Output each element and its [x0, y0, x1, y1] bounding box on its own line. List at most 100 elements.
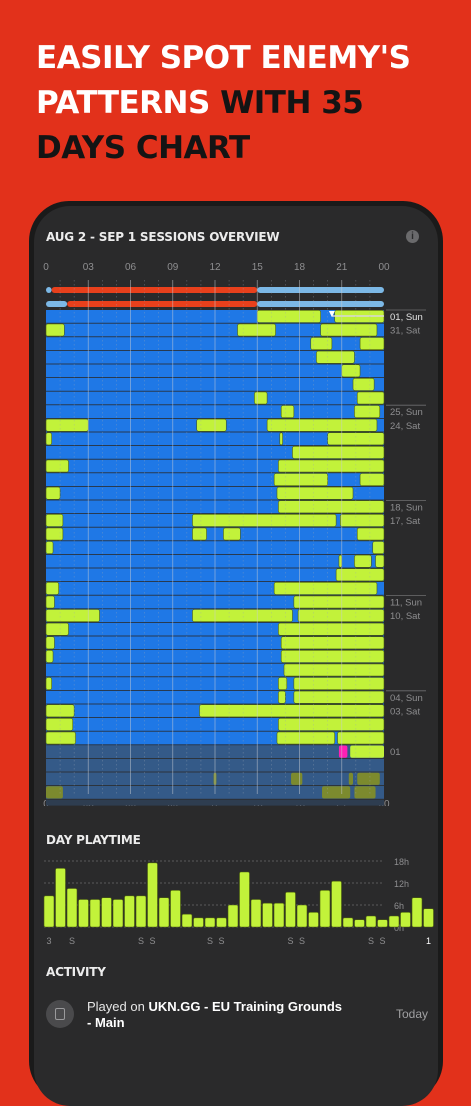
activity-suffix: - Main — [87, 1015, 125, 1030]
activity-item[interactable]: Played on UKN.GG - EU Training Grounds - … — [87, 999, 357, 1031]
playtime-bar — [308, 912, 319, 928]
current-time-marker — [328, 311, 335, 317]
session-bar — [45, 731, 76, 745]
session-bar — [254, 391, 268, 405]
playtime-y-label: 6h — [394, 901, 404, 911]
day-label: 24, Sat — [390, 421, 420, 432]
session-bar — [354, 554, 372, 568]
headline-dark: WITH 35 DAYS CHART — [36, 85, 364, 166]
playtime-bar — [400, 912, 411, 928]
session-bar — [278, 677, 288, 690]
session-bar — [192, 513, 337, 527]
activity-prefix: Played on — [87, 999, 149, 1014]
playtime-bar — [273, 902, 285, 928]
session-bar — [45, 323, 65, 337]
session-bar — [310, 337, 333, 350]
session-bar — [223, 527, 241, 541]
playtime-bar — [124, 895, 135, 928]
session-bar — [354, 786, 376, 799]
playtime-bar — [158, 897, 170, 928]
playtime-bar — [388, 915, 400, 928]
session-bar — [280, 636, 385, 650]
playtime-y-label: 0h — [394, 923, 404, 933]
playtime-bar — [285, 891, 296, 928]
session-bar — [256, 310, 321, 323]
playtime-y-label: 18h — [394, 857, 409, 867]
playtime-bar — [204, 917, 216, 928]
session-bar — [45, 418, 89, 432]
playtime-bar — [170, 890, 181, 928]
playtime-bar — [78, 899, 89, 928]
playtime-bar — [181, 913, 193, 928]
session-bar — [278, 717, 385, 731]
hour-label: 06 — [125, 262, 137, 273]
session-bar — [356, 391, 385, 405]
playtime-bar — [101, 897, 112, 928]
playtime-x-label: S — [379, 936, 385, 946]
playtime-x-label: 3 — [46, 936, 51, 946]
session-bar — [354, 405, 381, 418]
day-label: 04, Sun — [390, 693, 423, 704]
playtime-x-label: S — [207, 936, 213, 946]
playtime-bar — [319, 890, 331, 928]
session-bar — [45, 649, 54, 663]
session-bar — [192, 527, 207, 541]
playtime-x-label: S — [69, 936, 75, 946]
session-bar — [372, 541, 385, 554]
session-bar — [348, 772, 354, 785]
progress-bar — [46, 287, 52, 293]
session-bar — [291, 772, 303, 785]
hour-label: 15 — [252, 262, 264, 273]
activity-date: Today — [396, 1007, 429, 1021]
info-icon[interactable]: i — [406, 230, 419, 243]
playtime-bar — [43, 895, 55, 928]
session-bar — [45, 595, 55, 609]
session-bar — [45, 609, 100, 622]
session-bar — [338, 554, 343, 568]
session-bar — [292, 446, 385, 459]
playtime-bar — [135, 895, 147, 928]
session-bar — [293, 595, 385, 609]
playtime-bar — [250, 899, 262, 928]
session-bar — [266, 418, 378, 432]
session-bar — [340, 513, 385, 527]
progress-bar — [46, 301, 68, 307]
hour-label: 0 — [43, 262, 49, 273]
playtime-bar — [377, 919, 388, 928]
session-bar — [359, 337, 385, 350]
session-bar — [350, 745, 384, 758]
session-bar — [45, 717, 74, 731]
hour-label: 00 — [378, 799, 390, 806]
progress-bar — [257, 287, 384, 293]
playtime-bar — [331, 880, 342, 928]
playtime-bar — [296, 904, 308, 928]
sessions-chart: 000303060609091212151518182121000001, Su… — [43, 262, 426, 806]
session-bar — [337, 731, 385, 745]
session-bar — [45, 622, 69, 636]
playtime-bar — [193, 917, 204, 928]
session-bar — [352, 378, 375, 391]
headline: EASILY SPOT ENEMY'S PATTERNS WITH 35 DAY… — [36, 36, 456, 171]
day-label: 18, Sun — [390, 502, 423, 513]
session-bar — [196, 418, 227, 432]
session-bar — [283, 663, 385, 677]
progress-bar — [67, 301, 258, 307]
playtime-bar — [411, 897, 423, 928]
session-bar — [45, 459, 69, 473]
session-bar — [237, 323, 276, 337]
playtime-bar — [147, 862, 158, 928]
day-label: 03, Sat — [390, 706, 420, 717]
session-bar — [327, 432, 385, 446]
session-bar — [293, 677, 385, 690]
playtime-bar — [227, 904, 239, 928]
session-bar — [278, 500, 385, 514]
app-screen: AUG 2 - SEP 1 SESSIONS OVERVIEW i 000303… — [34, 206, 438, 1106]
playtime-bar — [423, 908, 434, 928]
session-bar — [316, 350, 355, 364]
playtime-title: DAY PLAYTIME — [46, 833, 141, 847]
server-icon — [46, 1000, 74, 1028]
session-bar — [359, 473, 385, 486]
playtime-x-label: S — [218, 936, 224, 946]
activity-title: ACTIVITY — [46, 965, 106, 979]
hour-label: 03 — [83, 262, 95, 273]
